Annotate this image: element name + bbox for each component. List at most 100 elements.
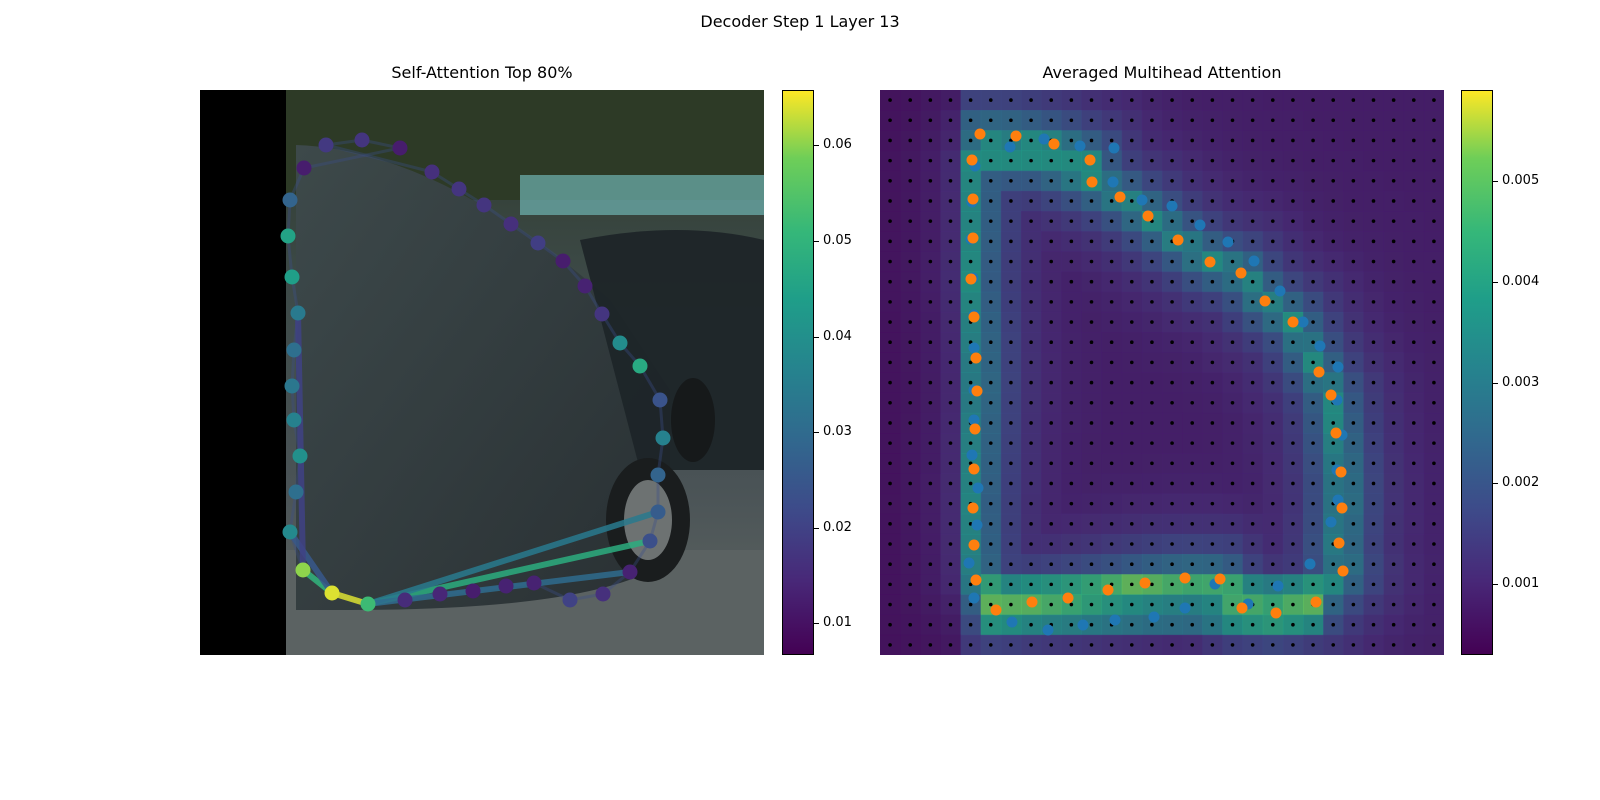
- grid-dot: [928, 522, 933, 526]
- grid-dot: [928, 179, 933, 183]
- grid-dot: [908, 522, 913, 526]
- grid-dot: [1230, 179, 1235, 183]
- grid-dot: [1371, 360, 1376, 365]
- grid-dot: [1210, 501, 1215, 506]
- grid-dot: [888, 602, 892, 607]
- polygon-edge: [325, 143, 433, 174]
- grid-dot: [1391, 562, 1396, 566]
- colorbar-tick-label: 0.04: [823, 329, 852, 344]
- grid-dot: [988, 441, 993, 445]
- grid-dot: [1411, 441, 1416, 445]
- grid-dot: [1029, 98, 1033, 102]
- grid-dot: [1089, 421, 1094, 425]
- grid-dot: [1190, 622, 1195, 627]
- grid-dot: [1009, 259, 1013, 264]
- grid-dot: [1331, 158, 1336, 163]
- polygon-point: [972, 482, 984, 494]
- grid-dot: [1270, 340, 1275, 345]
- grid-dot: [1069, 542, 1074, 546]
- polygon-point: [967, 232, 979, 244]
- grid-dot: [1190, 400, 1195, 405]
- grid-dot: [1250, 340, 1255, 345]
- grid-dot: [908, 461, 913, 466]
- grid-dot: [1069, 179, 1074, 183]
- grid-dot: [968, 138, 973, 143]
- grid-dot: [1230, 158, 1235, 163]
- grid-dot: [988, 179, 993, 183]
- grid-dot: [1371, 461, 1376, 466]
- grid-dot: [1331, 582, 1336, 587]
- grid-dot: [1311, 400, 1315, 405]
- grid-dot: [928, 562, 933, 566]
- grid-dot: [1089, 380, 1094, 385]
- grid-dot: [948, 522, 953, 526]
- grid-dot: [1371, 602, 1376, 607]
- attention-point: [432, 586, 448, 602]
- grid-dot: [1089, 199, 1094, 203]
- polygon-point: [1172, 234, 1184, 246]
- grid-dot: [1210, 300, 1215, 304]
- grid-dot: [908, 622, 913, 627]
- grid-dot: [1291, 340, 1295, 345]
- grid-dot: [1029, 562, 1033, 566]
- grid-dot: [1230, 138, 1235, 143]
- attention-point: [354, 132, 370, 148]
- grid-dot: [1331, 622, 1336, 627]
- grid-dot: [1230, 118, 1235, 123]
- attention-point: [290, 305, 306, 321]
- grid-dot: [1250, 542, 1255, 546]
- attention-point: [642, 533, 658, 549]
- grid-dot: [1411, 219, 1416, 223]
- grid-dot: [928, 340, 933, 345]
- grid-dot: [968, 441, 973, 445]
- grid-dot: [1049, 360, 1054, 365]
- grid-dot: [1190, 179, 1195, 183]
- grid-dot: [1230, 622, 1235, 627]
- grid-dot: [1210, 340, 1215, 345]
- grid-dot: [1411, 400, 1416, 405]
- attention-point: [397, 592, 413, 608]
- grid-dot: [1311, 522, 1315, 526]
- grid-dot: [1150, 239, 1154, 244]
- colorbar-tick-label: 0.002: [1502, 475, 1540, 490]
- polygon-point: [1074, 140, 1086, 152]
- grid-dot: [948, 219, 953, 223]
- grid-dot: [1150, 320, 1154, 324]
- grid-dot: [1351, 279, 1356, 284]
- grid-dot: [1230, 98, 1235, 102]
- grid-dot: [1331, 320, 1336, 324]
- grid-dot: [948, 279, 953, 284]
- grid-dot: [1069, 300, 1074, 304]
- grid-dot: [1089, 400, 1094, 405]
- grid-dot: [1049, 300, 1054, 304]
- grid-dot: [888, 501, 892, 506]
- attention-point: [595, 586, 611, 602]
- grid-dot: [1270, 643, 1275, 647]
- polygon-point: [1006, 616, 1018, 628]
- colorbar-tick-label: 0.01: [823, 615, 852, 630]
- grid-dot: [988, 522, 993, 526]
- grid-dot: [1129, 522, 1134, 526]
- polygon-point: [967, 502, 979, 514]
- grid-dot: [1170, 118, 1174, 123]
- grid-dot: [1129, 138, 1134, 143]
- grid-dot: [1371, 501, 1376, 506]
- grid-dot: [988, 138, 993, 143]
- grid-dot: [1250, 380, 1255, 385]
- grid-dot: [1230, 501, 1235, 506]
- grid-dot: [1270, 421, 1275, 425]
- grid-dot: [1210, 380, 1215, 385]
- polygon-point: [970, 352, 982, 364]
- grid-dot: [1210, 461, 1215, 466]
- grid-dot: [1291, 461, 1295, 466]
- grid-dot: [1049, 320, 1054, 324]
- grid-dot: [1150, 360, 1154, 365]
- grid-dot: [1190, 300, 1195, 304]
- grid-dot: [1270, 481, 1275, 486]
- grid-dot: [1069, 279, 1074, 284]
- grid-dot: [1230, 542, 1235, 546]
- grid-dot: [888, 421, 892, 425]
- grid-dot: [1411, 300, 1416, 304]
- grid-dot: [948, 622, 953, 627]
- grid-dot: [1250, 239, 1255, 244]
